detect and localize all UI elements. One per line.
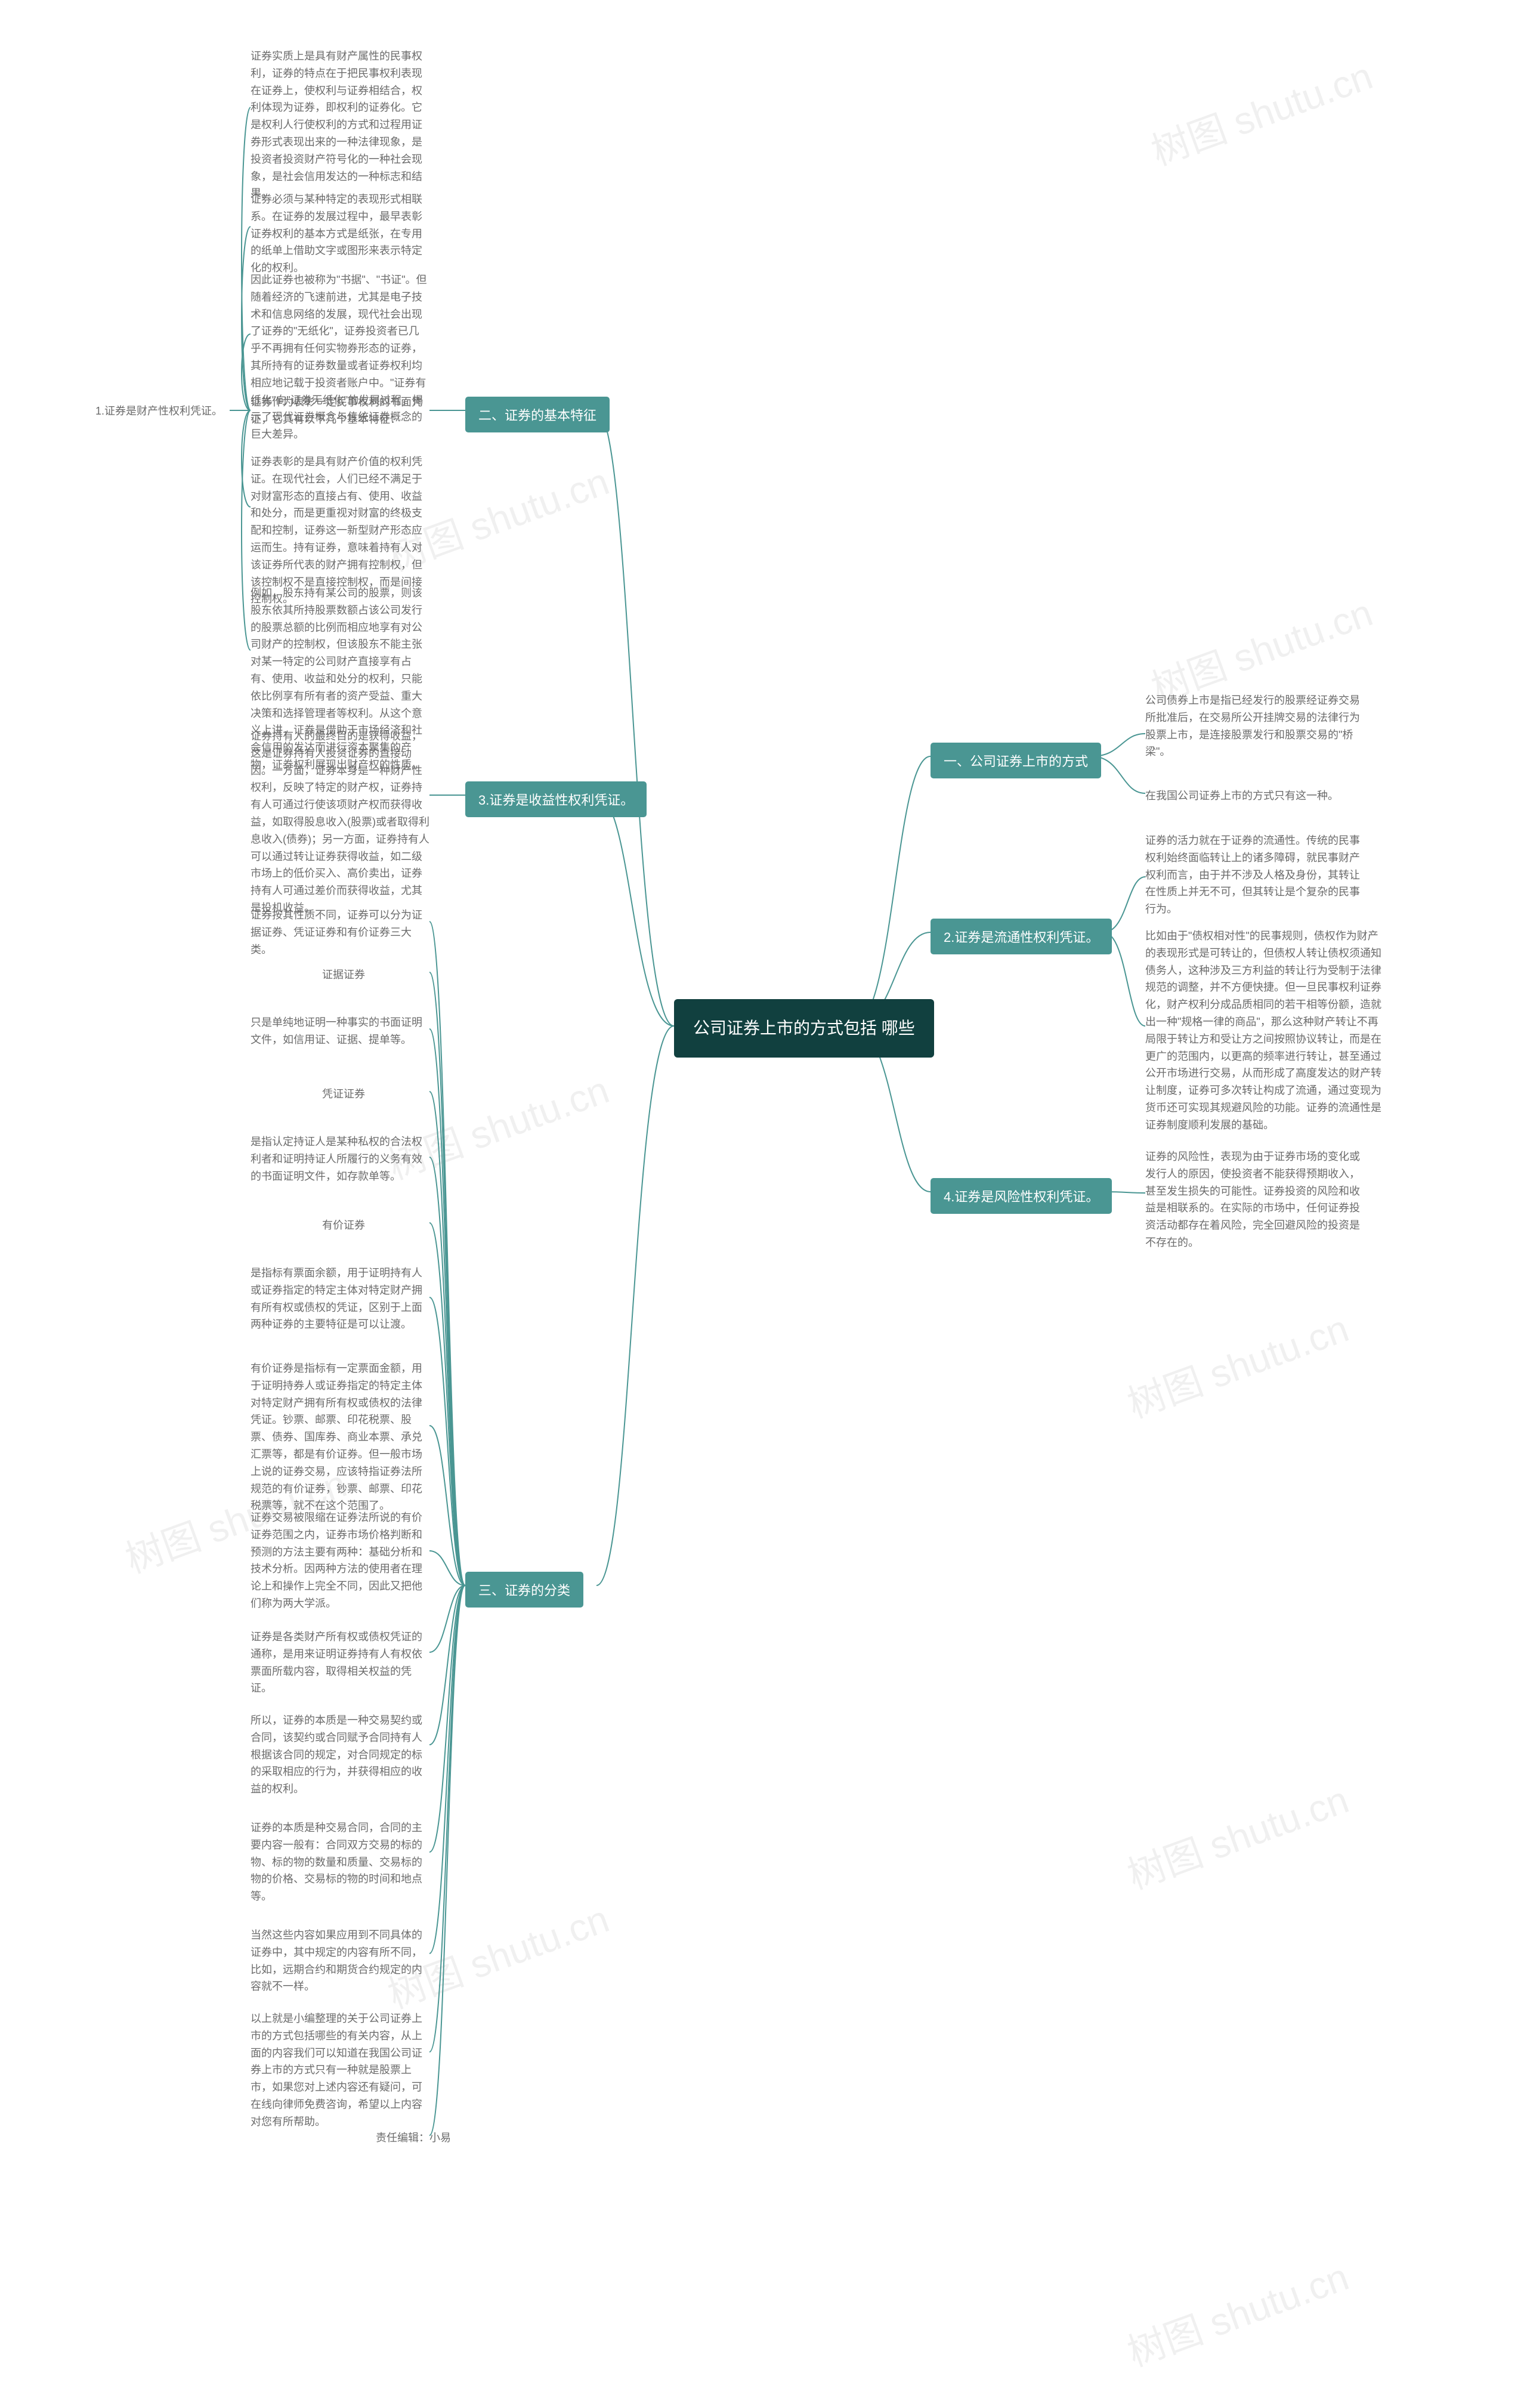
leaf-left-san-4: 是指认定持证人是某种私权的合法权利者和证明持证人所履行的义务有效的书面证明文件，… bbox=[251, 1133, 429, 1185]
leaf-right-2-1: 比如由于"债权相对性"的民事规则，债权作为财产的表现形式是可转让的，但债权人转让… bbox=[1145, 928, 1384, 1134]
leaf-left-san-9: 证券是各类财产所有权或债权凭证的通称，是用来证明证券持有人有权依票面所载内容，取… bbox=[251, 1628, 429, 1697]
branch-right-4: 4.证券是风险性权利凭证。 bbox=[931, 1178, 1112, 1214]
branch-right-1: 一、公司证券上市的方式 bbox=[931, 743, 1101, 778]
leaf-left-san-12: 当然这些内容如果应用到不同具体的证券中，其中规定的内容有所不同，比如，远期合约和… bbox=[251, 1927, 429, 1995]
leaf-left-san-10: 所以，证券的本质是一种交易契约或合同，该契约或合同赋予合同持有人根据该合同的规定… bbox=[251, 1712, 429, 1798]
leaf-left-san-5: 有价证券 bbox=[322, 1217, 365, 1234]
root-node: 公司证券上市的方式包括 哪些 bbox=[674, 999, 934, 1058]
branch-left-san: 三、证券的分类 bbox=[465, 1572, 583, 1608]
leaf-right-1-1: 在我国公司证券上市的方式只有这一种。 bbox=[1145, 787, 1339, 805]
watermark: 树图 shutu.cn bbox=[1119, 2246, 1355, 2377]
leaf-right-4-0: 证券的风险性，表现为由于证券市场的变化或发行人的原因，使投资者不能获得预期收入，… bbox=[1145, 1148, 1360, 1251]
leaf-left-san-11: 证券的本质是种交易合同，合同的主要内容一般有：合同双方交易的标的物、标的物的数量… bbox=[251, 1819, 429, 1905]
leaf-left-san-3: 凭证证券 bbox=[322, 1086, 365, 1103]
branch-left-2: 二、证券的基本特征 bbox=[465, 397, 610, 432]
leaf-left-2-0: 证券实质上是具有财产属性的民事权利，证券的特点在于把民事权利表现在证券上，使权利… bbox=[251, 48, 429, 202]
leaf-left-san-7: 有价证券是指标有一定票面金额，用于证明持券人或证券指定的特定主体对特定财产拥有所… bbox=[251, 1360, 429, 1514]
leaf-left-san-0: 证券按其性质不同，证券可以分为证据证券、凭证证券和有价证券三大类。 bbox=[251, 907, 429, 958]
leaf-left-san-6: 是指标有票面余额，用于证明持有人或证券指定的特定主体对特定财产拥有所有权或债权的… bbox=[251, 1265, 429, 1333]
branch-right-2: 2.证券是流通性权利凭证。 bbox=[931, 919, 1112, 954]
leaf-left-san-8: 证券交易被限缩在证券法所说的有价证券范围之内，证券市场价格判断和预测的方法主要有… bbox=[251, 1509, 429, 1612]
watermark: 树图 shutu.cn bbox=[1119, 1769, 1355, 1900]
leaf-left-2-1: 证券必须与某种特定的表现形式相联系。在证券的发展过程中，最早表彰证券权利的基本方… bbox=[251, 191, 429, 277]
watermark: 树图 shutu.cn bbox=[1119, 1298, 1355, 1429]
leaf-left-san-14: 责任编辑：小易 bbox=[376, 2129, 451, 2147]
watermark: 树图 shutu.cn bbox=[1143, 45, 1379, 176]
branch-left-3: 3.证券是收益性权利凭证。 bbox=[465, 781, 647, 817]
leaf-left-3-0: 证券持有人的最终目的是获得收益，这是证券持有人投资证券的直接动因。一方面，证券本… bbox=[251, 728, 429, 917]
leaf-left-2-2: 因此证券也被称为"书据"、"书证"。但随着经济的飞速前进，尤其是电子技术和信息网… bbox=[251, 271, 429, 443]
leaf-right-2-0: 证券的活力就在于证券的流通性。传统的民事权利始终面临转让上的诸多障碍，就民事财产… bbox=[1145, 832, 1360, 918]
leaf-left-san-2: 只是单纯地证明一种事实的书面证明文件，如信用证、证据、提单等。 bbox=[251, 1014, 429, 1049]
sublabel-1: 1.证券是财产性权利凭证。 bbox=[95, 403, 222, 420]
leaf-left-san-1: 证据证券 bbox=[322, 966, 365, 984]
leaf-right-1-0: 公司债券上市是指已经发行的股票经证券交易所批准后，在交易所公开挂牌交易的法律行为… bbox=[1145, 692, 1360, 761]
leaf-left-san-13: 以上就是小编整理的关于公司证券上市的方式包括哪些的有关内容，从上面的内容我们可以… bbox=[251, 2010, 429, 2131]
